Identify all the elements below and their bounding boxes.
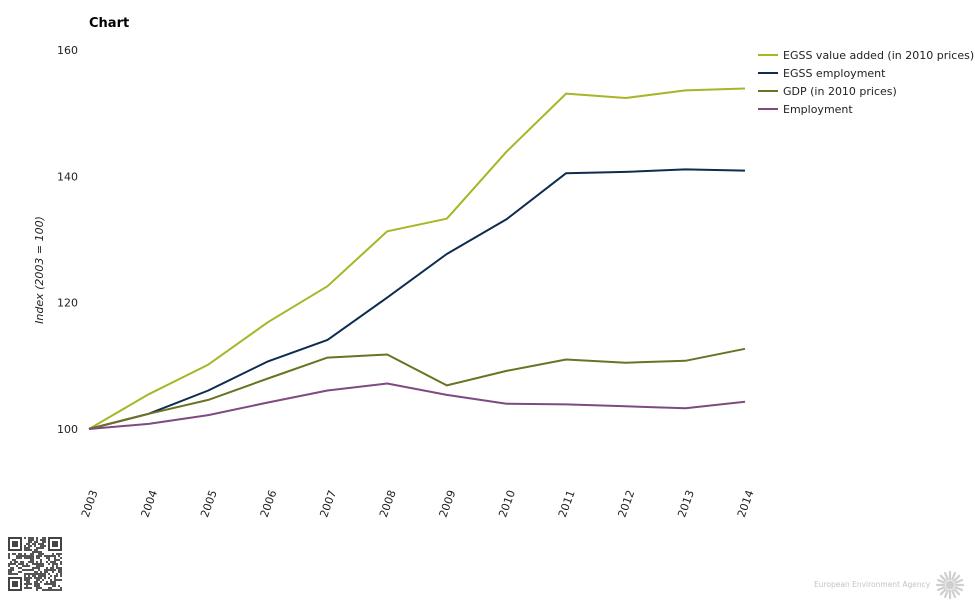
x-tick-label: 2009 bbox=[437, 488, 459, 519]
x-tick-label: 2005 bbox=[198, 488, 220, 519]
legend-label[interactable]: Employment bbox=[783, 103, 853, 116]
legend: EGSS value added (in 2010 prices) EGSS em… bbox=[758, 49, 974, 116]
legend-label[interactable]: GDP (in 2010 prices) bbox=[783, 85, 897, 98]
x-tick-label: 2014 bbox=[735, 488, 757, 519]
x-tick-label: 2010 bbox=[496, 488, 518, 519]
eea-brand-label: European Environment Agency bbox=[814, 580, 931, 589]
x-tick-label: 2011 bbox=[556, 488, 578, 519]
qr-code-icon[interactable] bbox=[8, 537, 62, 591]
x-tick-label: 2004 bbox=[138, 488, 160, 519]
x-tick-label: 2007 bbox=[317, 488, 339, 519]
x-tick-label: 2003 bbox=[79, 488, 101, 519]
eea-brand: European Environment Agency bbox=[814, 570, 965, 600]
y-axis-ticks: 100 120 140 160 bbox=[57, 44, 78, 436]
series-line[interactable] bbox=[88, 168, 746, 430]
chart-title: Chart bbox=[89, 16, 130, 31]
x-tick-label: 2006 bbox=[258, 488, 280, 519]
x-axis-ticks: 2003 2004 2005 2006 2007 2008 2009 2010 2011 2012… bbox=[79, 488, 757, 519]
series-line[interactable] bbox=[88, 347, 746, 430]
y-tick-label: 140 bbox=[57, 170, 78, 183]
eea-sun-logo-icon bbox=[935, 570, 965, 600]
series-lines bbox=[88, 87, 746, 430]
series-line[interactable] bbox=[88, 382, 746, 430]
x-tick-label: 2008 bbox=[377, 488, 399, 519]
legend-label[interactable]: EGSS employment bbox=[783, 67, 886, 80]
x-tick-label: 2013 bbox=[675, 488, 697, 519]
y-tick-label: 100 bbox=[57, 423, 78, 436]
legend-label[interactable]: EGSS value added (in 2010 prices) bbox=[783, 49, 974, 62]
y-tick-label: 120 bbox=[57, 297, 78, 310]
y-tick-label: 160 bbox=[57, 44, 78, 57]
series-line[interactable] bbox=[88, 87, 746, 430]
y-axis-title: Index (2003 = 100) bbox=[33, 216, 46, 324]
x-tick-label: 2012 bbox=[616, 488, 638, 519]
